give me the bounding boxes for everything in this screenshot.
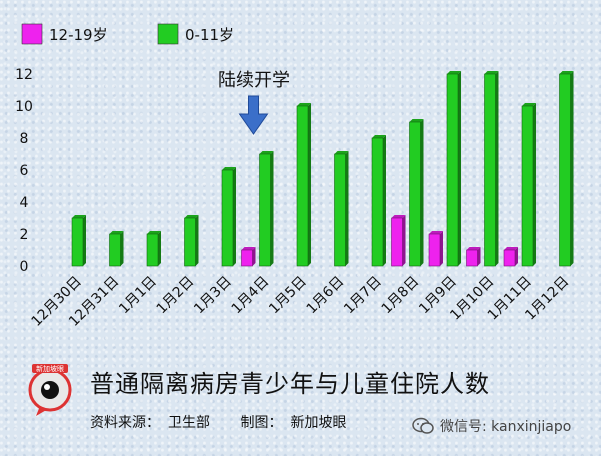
bar xyxy=(146,231,161,267)
x-tick-label: 1月3日 xyxy=(191,274,235,318)
svg-text:新加坡眼: 新加坡眼 xyxy=(36,364,64,373)
watermark-text: 微信号: kanxinjiapo xyxy=(440,419,572,435)
bars xyxy=(71,71,574,267)
bar xyxy=(296,103,311,267)
y-tick-label: 2 xyxy=(20,227,29,243)
y-axis: 0 2 4 6 8 10 12 xyxy=(15,67,33,275)
bar xyxy=(521,103,536,267)
chart-legend: 12-19岁 0-11岁 xyxy=(21,23,234,45)
bar xyxy=(371,135,386,267)
bar xyxy=(241,247,256,267)
bar xyxy=(484,71,499,267)
bar xyxy=(221,167,236,267)
annotation: 陆续开学 xyxy=(218,70,290,135)
x-tick-label: 1月1日 xyxy=(116,274,160,318)
legend-label: 12-19岁 xyxy=(49,26,108,44)
source-line: 资料来源： 卫生部 制图： 新加坡眼 xyxy=(90,412,354,432)
y-tick-label: 6 xyxy=(20,163,29,179)
x-tick-label: 1月4日 xyxy=(229,274,273,318)
wechat-icon xyxy=(412,417,434,434)
credit-value: 新加坡眼 xyxy=(290,415,347,431)
bar xyxy=(409,119,424,267)
bar xyxy=(184,215,199,267)
y-tick-label: 10 xyxy=(15,99,33,115)
legend-item: 0-11岁 xyxy=(157,23,234,45)
x-tick-label: 1月6日 xyxy=(304,274,348,318)
x-tick-label: 1月5日 xyxy=(266,274,310,318)
annotation-label: 陆续开学 xyxy=(218,70,290,91)
bar xyxy=(334,151,349,267)
watermark: 微信号: kanxinjiapo xyxy=(412,416,571,436)
bar xyxy=(466,247,481,267)
chart-title: 普通隔离病房青少年与儿童住院人数 xyxy=(90,370,490,398)
x-tick-label: 1月2日 xyxy=(154,274,198,318)
source-value: 卫生部 xyxy=(168,415,210,431)
bar xyxy=(428,231,443,267)
legend-swatch xyxy=(21,23,43,45)
y-tick-label: 12 xyxy=(15,67,33,83)
x-tick-label: 1月7日 xyxy=(341,274,385,318)
y-tick-label: 8 xyxy=(20,131,29,147)
bar xyxy=(259,151,274,267)
y-tick-label: 4 xyxy=(20,195,29,211)
bar xyxy=(109,231,124,267)
legend-label: 0-11岁 xyxy=(185,26,234,44)
down-arrow-icon xyxy=(238,95,269,135)
bar xyxy=(446,71,461,267)
bar xyxy=(71,215,86,267)
legend-swatch xyxy=(157,23,179,45)
x-tick-label: 1月8日 xyxy=(379,274,423,318)
source-label: 资料来源： xyxy=(90,415,160,431)
legend-item: 12-19岁 xyxy=(21,23,108,45)
sg-eye-logo-icon: 新加坡眼 xyxy=(28,364,72,416)
bar xyxy=(503,247,518,267)
y-tick-label: 0 xyxy=(20,259,29,275)
bar-chart: 12-19岁 0-11岁 0 2 4 6 8 10 12 12月30日12月31日1月1日1月… xyxy=(15,23,574,330)
bar xyxy=(559,71,574,267)
credit-label: 制图： xyxy=(240,415,283,431)
bar xyxy=(391,215,406,267)
x-axis: 12月30日12月31日1月1日1月2日1月3日1月4日1月5日1月6日1月7日… xyxy=(29,274,573,330)
